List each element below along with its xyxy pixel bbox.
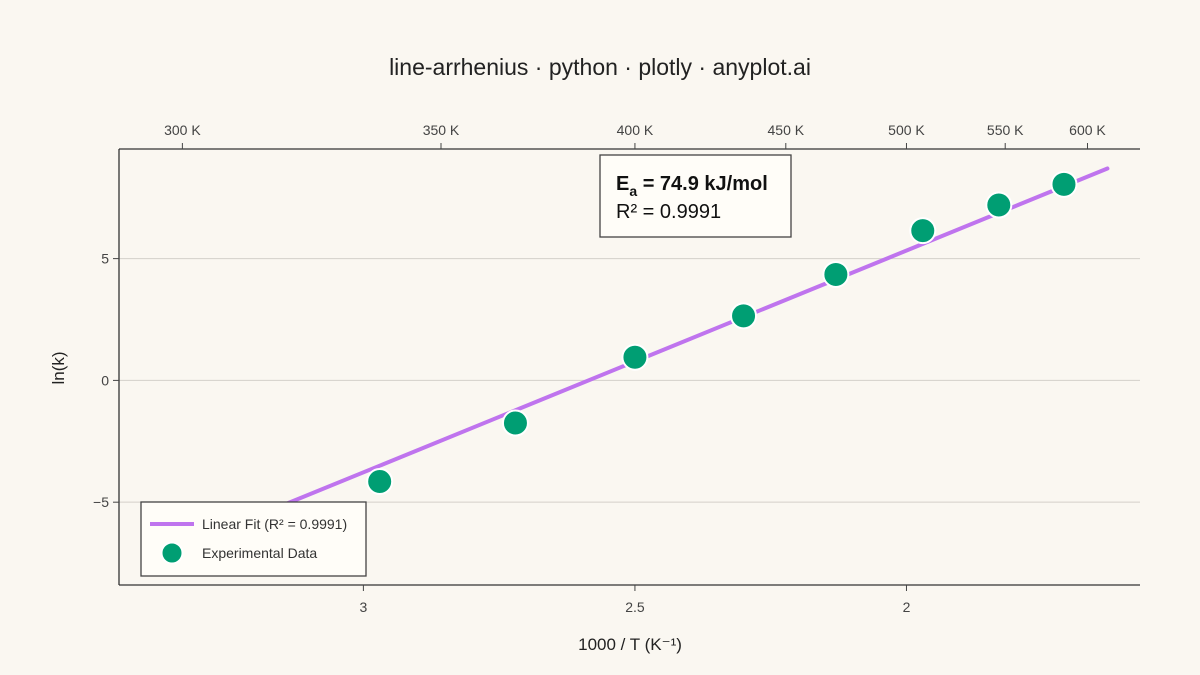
- legend-label-fit: Linear Fit (R² = 0.9991): [202, 516, 347, 532]
- y-tick-label: −5: [93, 494, 109, 510]
- y-axis-ticks: 5 0 −5: [93, 251, 119, 510]
- y-tick-label: 5: [101, 251, 109, 267]
- top-tick-label: 450 K: [768, 122, 805, 138]
- y-tick-label: 0: [101, 372, 109, 388]
- top-tick-label: 350 K: [423, 122, 460, 138]
- series-layer: [285, 166, 1110, 506]
- fit-line: [285, 166, 1110, 506]
- x-axis-ticks: 3 2.5 2: [359, 585, 911, 615]
- y-axis-title: ln(k): [49, 351, 68, 384]
- data-point: [1050, 170, 1078, 198]
- top-tick-label: 600 K: [1069, 122, 1106, 138]
- x-tick-label: 2: [903, 599, 911, 615]
- legend-label-data: Experimental Data: [202, 545, 317, 561]
- plot-frame: [118, 148, 1140, 586]
- legend: Linear Fit (R² = 0.9991) Experimental Da…: [140, 501, 367, 577]
- top-tick-label: 300 K: [164, 122, 201, 138]
- r2-text: R² = 0.9991: [616, 201, 721, 223]
- activation-energy-annotation: Ea = 74.9 kJ/mol R² = 0.9991: [599, 154, 792, 238]
- data-point: [822, 260, 850, 288]
- data-point: [621, 343, 649, 371]
- x-tick-label: 2.5: [625, 599, 645, 615]
- gridlines: [119, 258, 1140, 503]
- ea-text: Ea = 74.9 kJ/mol: [616, 173, 768, 199]
- top-axis-ticks: 300 K 350 K 400 K 450 K 500 K 550 K 600 K: [164, 122, 1106, 149]
- data-point: [730, 302, 758, 330]
- legend-marker-swatch: [160, 541, 184, 565]
- top-tick-label: 400 K: [617, 122, 654, 138]
- data-point: [366, 467, 394, 495]
- top-tick-label: 550 K: [987, 122, 1024, 138]
- data-point: [909, 217, 937, 245]
- x-tick-label: 3: [359, 599, 367, 615]
- chart-title: line-arrhenius · python · plotly · anypl…: [389, 54, 811, 80]
- top-tick-label: 500 K: [888, 122, 925, 138]
- x-axis-title: 1000 / T (K⁻¹): [578, 635, 682, 654]
- data-point: [501, 409, 529, 437]
- data-point: [985, 191, 1013, 219]
